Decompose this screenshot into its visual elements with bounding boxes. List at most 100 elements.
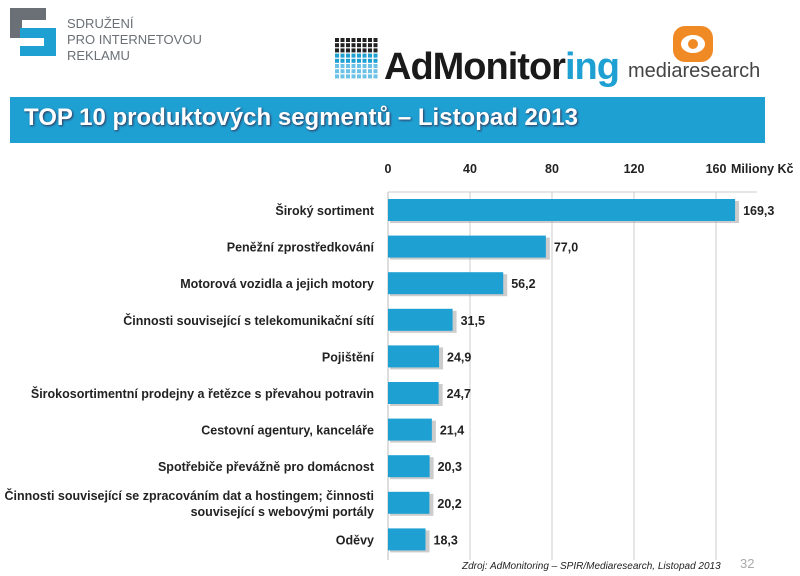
grid-cell [335, 69, 339, 74]
bar [388, 491, 430, 514]
grid-cell [346, 38, 350, 42]
grid-cell [335, 53, 339, 58]
grid-cell [351, 74, 356, 79]
title-bar [10, 97, 765, 143]
grid-cell [373, 48, 378, 53]
category-label: Činnosti související s telekomunikační s… [123, 313, 374, 328]
mediaresearch-logo: mediaresearch [628, 60, 761, 82]
grid-cell [373, 58, 378, 63]
grid-cell [340, 58, 345, 63]
grid-cell [335, 74, 339, 79]
bar-chart: 0 40 80 120 160 Miliony Kč 169,3 Široký sortime… [4, 162, 794, 560]
category-label: Motorová vozidla a jejich motory [180, 277, 374, 291]
spir-logo [10, 8, 60, 58]
grid-cell [362, 69, 367, 74]
grid-cell [340, 74, 345, 79]
grid-cell [368, 43, 372, 48]
grid-cell [346, 58, 350, 63]
grid-cell [373, 38, 378, 42]
value-label: 20,2 [437, 497, 461, 511]
category-label: Cestovní agentury, kanceláře [201, 424, 374, 438]
spir-line: REKLAMU [67, 48, 130, 63]
grid-cell [368, 58, 372, 63]
logo-main: AdMonitor [384, 46, 566, 88]
grid-cell [335, 64, 339, 68]
grid-cell [373, 53, 378, 58]
grid-cell [357, 69, 361, 74]
grid-cell [335, 43, 339, 48]
grid-cell [340, 53, 345, 58]
grid-cell [362, 64, 367, 68]
category-label: Spotřebiče převážně pro domácnost [158, 460, 375, 474]
category-label: související s webovými portály [191, 505, 374, 519]
grid-cell [368, 48, 372, 53]
spir-logo-text: SDRUŽENÍ PRO INTERNETOVOU REKLAMU [67, 16, 202, 64]
tick-label: 160 [706, 162, 727, 176]
grid-cell [351, 48, 356, 53]
grid-cell [362, 38, 367, 42]
grid-cell [357, 53, 361, 58]
bar [388, 272, 504, 295]
unit-label: Miliony Kč [731, 162, 794, 176]
bar [388, 308, 453, 331]
grid-cell [362, 48, 367, 53]
category-label: Pojištění [322, 350, 375, 364]
grid-cell [346, 69, 350, 74]
grid-cell [357, 43, 361, 48]
grid-cell [357, 58, 361, 63]
grid-cell [373, 69, 378, 74]
tick-label: 80 [545, 162, 559, 176]
value-label: 31,5 [461, 314, 485, 328]
grid-cell [351, 58, 356, 63]
grid-cell [340, 43, 345, 48]
grid-cell [346, 74, 350, 79]
grid-cell [351, 64, 356, 68]
grid-cell [373, 43, 378, 48]
grid-cell [340, 38, 345, 42]
tick-label: 0 [385, 162, 392, 176]
bar [388, 382, 439, 404]
value-label: 169,3 [743, 204, 774, 218]
spir-line: PRO INTERNETOVOU [67, 32, 202, 47]
value-label: 24,7 [447, 387, 471, 401]
category-label: Činnosti související se zpracováním dat … [4, 488, 374, 503]
grid-cell [346, 53, 350, 58]
grid-cell [340, 69, 345, 74]
grid-cell [373, 74, 378, 79]
mediaresearch-eye-icon [673, 26, 713, 62]
admonitoring-logo: AdMonitoring [384, 46, 620, 89]
spir-logo-icon [10, 8, 56, 56]
bar [388, 235, 546, 258]
grid-cell [335, 58, 339, 63]
grid-cell [368, 38, 372, 42]
grid-cell [346, 64, 350, 68]
grid-cell [340, 48, 345, 53]
grid-cell [335, 48, 339, 53]
grid-cell [351, 69, 356, 74]
page-title: TOP 10 produktových segmentů – Listopad … [24, 104, 578, 131]
grid-cell [346, 43, 350, 48]
grid-cell [351, 38, 356, 42]
grid-cell [362, 53, 367, 58]
value-label: 20,3 [438, 460, 462, 474]
grid-cell [346, 48, 350, 53]
page-number: 32 [740, 556, 755, 571]
grid-cell [368, 69, 372, 74]
grid-cell [368, 74, 372, 79]
value-label: 56,2 [511, 277, 535, 291]
tick-label: 40 [463, 162, 477, 176]
source-note: Zdroj: AdMonitoring – SPIR/Mediaresearch… [462, 561, 721, 572]
grid-cell [335, 38, 339, 42]
category-label: Peněžní zprostředkování [227, 241, 375, 255]
grid-cell [357, 38, 361, 42]
value-label: 24,9 [447, 350, 471, 364]
grid-cell [368, 53, 372, 58]
value-label: 18,3 [434, 533, 458, 547]
grid-cell [351, 43, 356, 48]
category-label: Oděvy [336, 533, 374, 547]
grid-cell [351, 53, 356, 58]
spir-line: SDRUŽENÍ [67, 16, 134, 31]
category-label: Širokosortimentní prodejny a řetězce s p… [31, 386, 374, 401]
grid-cell [362, 74, 367, 79]
bar [388, 528, 426, 551]
